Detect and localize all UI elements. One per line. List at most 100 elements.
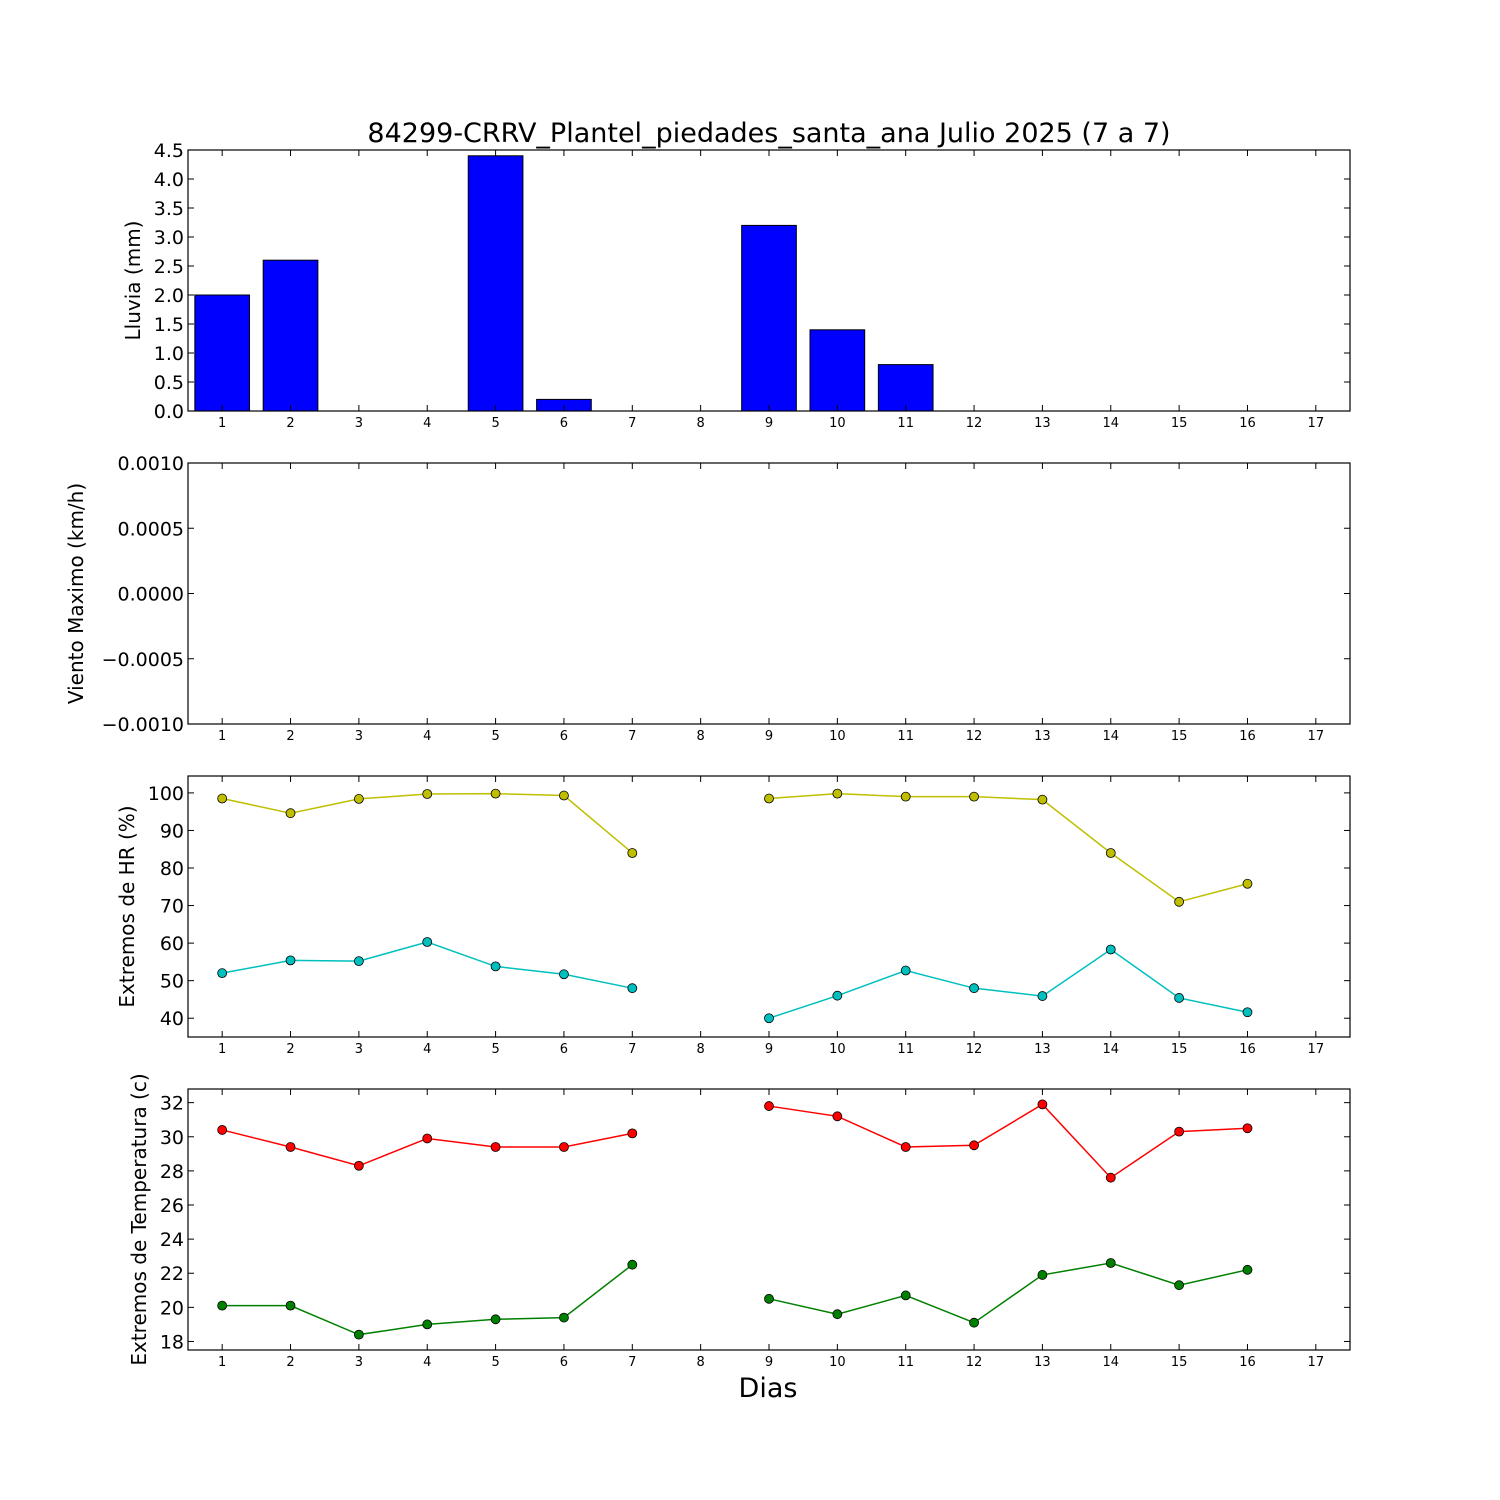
x-tick-label: 11 [897,416,914,431]
series-1-point [490,788,501,799]
y-tick-label: 0.0000 [118,584,184,606]
panel-temperature: Extremos de Temperatura (c) 1 2 3 4 5 6 7 8 9 10 11… [127,1073,1351,1370]
x-tick-label: 2 [286,1042,294,1057]
x-tick-label: 9 [765,729,773,744]
rain-bar [467,155,524,412]
x-tick-label: 16 [1239,416,1256,431]
series-1-point [1037,794,1048,805]
x-tick-label: 4 [423,1042,431,1057]
series-2-point [764,1293,774,1304]
series-1-point [832,1111,843,1122]
x-tick-label: 10 [829,1042,846,1057]
y-tick-label: 0.0010 [118,453,184,475]
series-2-point [422,937,433,947]
series-2-point [1105,1258,1116,1268]
series-2-point [832,1309,843,1320]
series-2-point [217,968,228,979]
series-2-point [627,1259,638,1270]
series-1-point [422,1133,433,1144]
rain-bar [194,294,251,412]
y-tick-label: 2.0 [154,285,184,307]
series-2-point [900,965,911,976]
panel-humidity: Extremos de HR (%)1 2 3 4 5 6 7 8 9 10 11 12 13 14 15 1… [115,775,1351,1057]
panels: Lluvia (mm)1 2 3 4 5 6 7 8 9 10 11 12 13 14 15 16 170.00… [64,140,1351,1370]
y-tick-label: 1.5 [154,314,184,336]
x-tick-label: 12 [966,729,983,744]
x-tick-label: 4 [423,416,431,431]
x-tick-label: 13 [1034,1355,1051,1370]
panel-rain: Lluvia (mm)1 2 3 4 5 6 7 8 9 10 11 12 13 14 15 16 170.00… [121,140,1351,431]
y-tick-label: −0.0005 [102,649,184,671]
x-tick-label: 2 [286,1355,294,1370]
series-2-point [969,1317,979,1328]
series-2-point [422,1319,433,1330]
x-tick-label: 7 [628,416,636,431]
x-tick-label: 1 [218,1042,226,1057]
x-axis-label: Dias [739,1373,798,1404]
series-1-point [422,789,433,799]
series-2-line [768,948,1248,1019]
series-1-point [969,1140,979,1151]
series-2-point [1242,1007,1253,1018]
rain-bar [262,259,319,412]
x-tick-label: 11 [897,1042,914,1057]
y-tick-label: 100 [148,783,184,805]
x-tick-label: 8 [697,416,705,431]
x-tick-label: 7 [628,729,636,744]
y-tick-label: 3.5 [154,198,184,220]
y-tick-label: 90 [160,820,184,842]
y-tick-label: 0.0 [154,401,184,423]
rain-bar [809,329,866,412]
series-1-line [768,792,1248,903]
series-2-point [1105,944,1116,955]
x-tick-label: 10 [829,1355,846,1370]
x-tick-label: 1 [218,729,226,744]
x-tick-label: 3 [355,1042,363,1057]
x-tick-label: 7 [628,1355,636,1370]
series-2-point [1037,991,1048,1001]
x-tick-label: 14 [1102,729,1119,744]
x-tick-label: 15 [1171,1042,1188,1057]
series-1-point [1105,848,1116,858]
series-1-point [832,788,843,799]
y-tick-label: 18 [160,1331,184,1353]
x-tick-label: 6 [560,1355,568,1370]
x-tick-label: 9 [765,1042,773,1057]
y-axis-label: Lluvia (mm) [121,221,145,341]
y-tick-label: 2.5 [154,256,184,278]
x-tick-label: 7 [628,1042,636,1057]
series-1-point [627,848,638,858]
series-1-point [1242,1123,1253,1134]
x-tick-label: 16 [1239,1042,1256,1057]
series-1-point [217,793,228,804]
series-1-point [285,808,296,819]
series-2-point [1174,1280,1185,1291]
x-tick-label: 16 [1239,729,1256,744]
series-2-point [900,1290,911,1301]
x-tick-label: 16 [1239,1355,1256,1370]
x-tick-label: 17 [1308,1042,1325,1057]
x-tick-label: 3 [355,1355,363,1370]
x-tick-label: 17 [1308,1355,1325,1370]
x-tick-label: 12 [966,1042,983,1057]
x-tick-label: 3 [355,416,363,431]
y-axis-label: Extremos de Temperatura (c) [127,1073,151,1365]
y-tick-label: 22 [160,1263,184,1285]
series-2-point [969,983,979,994]
series-2-point [285,1300,296,1311]
y-axis-label: Extremos de HR (%) [115,805,139,1007]
chart-title: 84299-CRRV_Plantel_piedades_santa_ana Ju… [367,118,1170,149]
y-tick-label: 60 [160,933,184,955]
x-tick-label: 8 [697,1042,705,1057]
series-1-point [1242,878,1253,889]
x-tick-label: 8 [697,729,705,744]
y-tick-label: 0.0005 [118,518,184,540]
series-1-point [1037,1099,1048,1110]
series-2-point [1242,1264,1253,1275]
series-2-point [353,956,364,967]
series-1-point [627,1128,638,1139]
series-1-point [764,1101,774,1111]
series-1-point [1174,896,1185,907]
y-tick-label: 20 [160,1297,184,1319]
x-tick-label: 17 [1308,729,1325,744]
